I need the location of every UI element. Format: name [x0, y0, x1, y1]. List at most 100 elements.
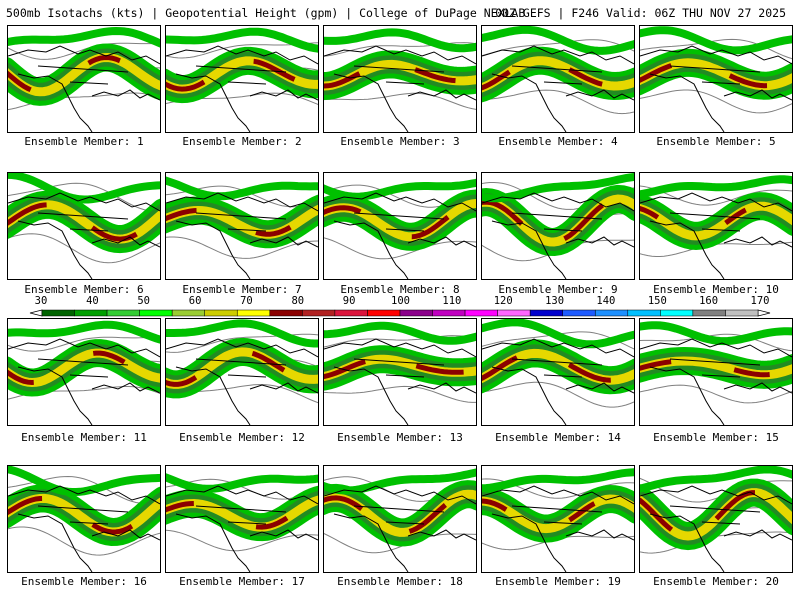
member-label: Ensemble Member: 20 — [653, 575, 779, 588]
member-label: Ensemble Member: 7 — [182, 283, 302, 296]
jet-stream-map — [640, 466, 792, 572]
colorbar-swatch — [464, 309, 498, 317]
coastline — [8, 192, 160, 279]
member-label: Ensemble Member: 17 — [179, 575, 305, 588]
header: 500mb Isotachs (kts) | Geopotential Heig… — [0, 0, 800, 24]
jet-branch — [482, 319, 634, 349]
height-contour — [166, 333, 318, 353]
colorbar-swatch — [399, 309, 433, 317]
colorbar-tick-label: 50 — [137, 295, 151, 307]
member-map-6 — [7, 172, 161, 280]
jet-stream-map — [482, 466, 634, 572]
member-map-19 — [481, 465, 635, 573]
colorbar-swatch — [269, 309, 303, 317]
height-contour — [640, 38, 792, 60]
colorbar-swatch — [595, 309, 629, 317]
jet-stream-map — [8, 26, 160, 132]
colorbar-tick-label: 110 — [442, 295, 462, 307]
colorbar-tick-label: 30 — [34, 295, 48, 307]
jet-stream-map — [640, 319, 792, 425]
jet-core — [8, 54, 160, 95]
member-map-20 — [639, 465, 793, 573]
colorbar-right-arrow — [757, 309, 771, 317]
member-map-14 — [481, 318, 635, 426]
jet-core — [324, 200, 476, 240]
coastline — [640, 45, 792, 132]
jet-core — [324, 491, 476, 535]
colorbar-tick-label: 70 — [240, 295, 253, 307]
colorbar-swatch — [237, 309, 271, 317]
colorbar-swatch — [74, 309, 108, 317]
jet-core — [640, 490, 792, 539]
coastline — [324, 485, 476, 572]
colorbar-swatch — [725, 309, 759, 317]
colorbar-swatch — [692, 309, 726, 317]
colorbar-tick-label: 130 — [545, 295, 565, 307]
jet-branch — [640, 175, 792, 199]
jet-stream-map — [8, 319, 160, 425]
jet-stream-map — [324, 26, 476, 132]
jet-stream-map — [166, 466, 318, 572]
member-label: Ensemble Member: 10 — [653, 283, 779, 296]
jet-stream-map — [640, 173, 792, 279]
member-label: Ensemble Member: 12 — [179, 431, 305, 444]
member-map-2 — [165, 25, 319, 133]
colorbar-swatch — [627, 309, 661, 317]
height-contour — [166, 236, 318, 259]
coastline — [482, 192, 634, 279]
jet-branch — [482, 26, 634, 55]
jet-core — [482, 196, 634, 245]
jet-stream-map — [324, 466, 476, 572]
member-map-10 — [639, 172, 793, 280]
coastline — [166, 45, 318, 132]
jet-core — [8, 495, 160, 535]
jet-core — [8, 350, 160, 386]
colorbar-swatch — [660, 309, 694, 317]
jet-branch — [640, 466, 792, 493]
jet-core — [482, 350, 634, 383]
height-contour — [640, 89, 792, 114]
height-contour — [324, 385, 476, 403]
jet-branch — [166, 176, 318, 201]
member-map-8 — [323, 172, 477, 280]
jet-stream-map — [324, 173, 476, 279]
height-contour — [482, 39, 634, 57]
member-label: Ensemble Member: 16 — [21, 575, 147, 588]
jet-stream-map — [8, 466, 160, 572]
jet-stream-map — [482, 319, 634, 425]
height-contour — [324, 533, 476, 554]
colorbar-scale — [29, 309, 771, 317]
height-contour — [8, 475, 160, 504]
member-label: Ensemble Member: 15 — [653, 431, 779, 444]
member-label: Ensemble Member: 19 — [495, 575, 621, 588]
jet-core — [324, 356, 476, 380]
coastline — [482, 45, 634, 132]
colorbar-swatch — [139, 309, 173, 317]
height-contour — [640, 384, 792, 404]
height-contour — [8, 42, 160, 60]
colorbar-swatch — [302, 309, 336, 317]
colorbar-swatch — [334, 309, 368, 317]
jet-core — [166, 497, 318, 530]
jet-core — [640, 358, 792, 378]
jet-core — [640, 60, 792, 89]
jet-stream-map — [8, 173, 160, 279]
jet-stream-map — [324, 319, 476, 425]
coastline — [8, 485, 160, 572]
colorbar-tick-label: 150 — [647, 295, 667, 307]
coastline — [640, 338, 792, 425]
height-contour — [324, 237, 476, 260]
coastline — [8, 338, 160, 425]
member-label: Ensemble Member: 14 — [495, 431, 621, 444]
colorbar-left-arrow — [29, 309, 43, 317]
colorbar-swatch — [171, 309, 205, 317]
member-map-11 — [7, 318, 161, 426]
member-map-16 — [7, 465, 161, 573]
member-label: Ensemble Member: 9 — [498, 283, 618, 296]
member-label: Ensemble Member: 2 — [182, 135, 302, 148]
member-map-13 — [323, 318, 477, 426]
jet-branch — [166, 473, 318, 493]
colorbar-swatch — [106, 309, 140, 317]
colorbar-swatch — [529, 309, 563, 317]
member-label: Ensemble Member: 5 — [656, 135, 776, 148]
